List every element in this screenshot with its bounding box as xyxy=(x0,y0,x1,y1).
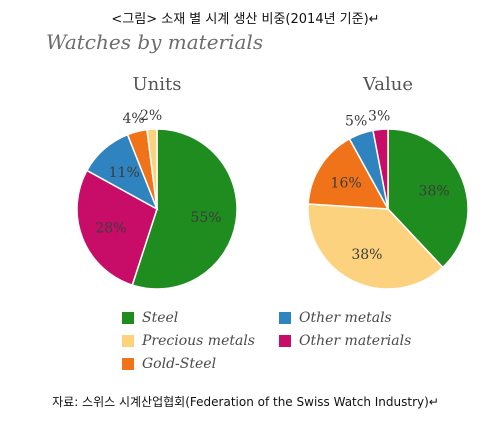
legend-label-steel: Steel xyxy=(142,310,179,326)
pie-units-slice-precious-metals xyxy=(146,128,158,210)
pie-title-value: Value xyxy=(362,74,414,95)
pie-units-label-other-metals: 11% xyxy=(109,165,140,181)
figure-caption: <그림> 소재 별 시계 생산 비중(2014년 기준)↵ xyxy=(111,12,380,27)
pie-value-slice-other-materials xyxy=(372,128,389,210)
pie-units-slice-other-materials xyxy=(76,169,158,287)
pie-units-label-gold-steel: 4% xyxy=(123,111,145,127)
pie-value-slice-gold-steel xyxy=(307,137,390,210)
chart-title: Watches by materials xyxy=(46,30,264,54)
source-note: 자료: 스위스 시계산업협회(Federation of the Swiss W… xyxy=(52,395,439,409)
pie-value-label-precious-metals: 38% xyxy=(351,247,382,263)
legend-label-other-metals: Other metals xyxy=(299,310,392,326)
legend-item-gold-steel: Gold-Steel xyxy=(122,356,216,372)
legend-label-gold-steel: Gold-Steel xyxy=(142,356,217,372)
legend-item-other-materials: Other materials xyxy=(279,333,411,349)
pie-value-slice-steel xyxy=(387,128,469,269)
legend-label-precious-metals: Precious metals xyxy=(142,333,255,349)
pie-value-label-other-metals: 5% xyxy=(345,114,367,130)
legend-item-precious-metals: Precious metals xyxy=(122,333,255,349)
pie-value-label-other-materials: 3% xyxy=(368,108,390,124)
pie-value-label-gold-steel: 16% xyxy=(331,175,362,191)
legend-swatch-other-metals xyxy=(279,312,291,324)
legend-swatch-steel xyxy=(122,312,134,324)
legend-item-steel: Steel xyxy=(122,310,178,326)
pie-units-label-steel: 55% xyxy=(190,210,221,226)
legend: Steel Precious metals Gold-Steel Other m… xyxy=(122,310,442,380)
pie-value-label-steel: 38% xyxy=(419,184,450,200)
pie-units-slice-steel xyxy=(131,128,238,290)
legend-swatch-other-materials xyxy=(279,335,291,347)
pie-units-label-precious-metals: 2% xyxy=(140,108,162,124)
pie-title-units: Units xyxy=(132,74,182,95)
legend-label-other-materials: Other materials xyxy=(299,333,412,349)
pie-units-label-other-materials: 28% xyxy=(95,220,126,236)
pie-value-slice-precious-metals xyxy=(307,203,444,290)
legend-swatch-precious-metals xyxy=(122,335,134,347)
legend-item-other-metals: Other metals xyxy=(279,310,392,326)
legend-swatch-gold-steel xyxy=(122,358,134,370)
